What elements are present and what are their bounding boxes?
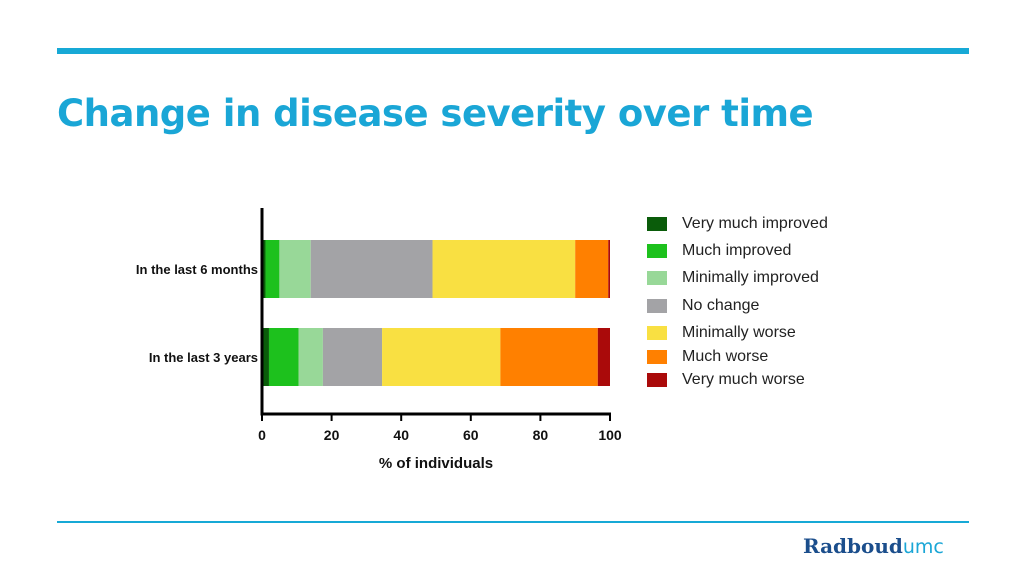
- y-category-label: In the last 3 years: [149, 350, 258, 365]
- bar-segment-2-6: [500, 328, 598, 386]
- x-tick-label: 60: [463, 427, 479, 443]
- bar-segment-2-1: [262, 328, 269, 386]
- bar-segment-1-2: [265, 240, 280, 298]
- legend-swatch: [647, 326, 667, 340]
- legend-label: Much worse: [682, 348, 769, 365]
- legend-item: Minimally worse: [647, 323, 796, 343]
- bar-segment-1-3: [279, 240, 311, 298]
- bar-segment-1-4: [310, 240, 433, 298]
- legend-label: Much improved: [682, 242, 792, 259]
- legend-label: Very much improved: [682, 215, 828, 232]
- slide-title: Change in disease severity over time: [57, 92, 814, 135]
- x-tick-label: 100: [598, 427, 622, 443]
- legend-swatch: [647, 271, 667, 285]
- legend-item: Very much improved: [647, 214, 828, 234]
- bar-segment-2-3: [298, 328, 323, 386]
- bar-segment-2-7: [597, 328, 610, 386]
- legend-item: Minimally improved: [647, 268, 819, 288]
- y-category-label: In the last 6 months: [136, 262, 258, 277]
- legend-item: Much improved: [647, 241, 791, 261]
- bar-segment-2-2: [268, 328, 299, 386]
- bar-segment-2-5: [382, 328, 501, 386]
- radboudumc-logo: Radboudumc: [803, 534, 944, 558]
- legend-item: Much worse: [647, 347, 768, 367]
- legend-item: No change: [647, 296, 759, 316]
- bottom-accent-rule: [57, 521, 969, 523]
- legend-swatch: [647, 217, 667, 231]
- legend-label: Minimally improved: [682, 269, 819, 286]
- top-accent-rule: [57, 48, 969, 54]
- bar-segment-1-1: [262, 240, 266, 298]
- legend-swatch: [647, 299, 667, 313]
- legend-label: Very much worse: [682, 371, 805, 388]
- legend-label: Minimally worse: [682, 324, 796, 341]
- bar-segment-1-5: [432, 240, 576, 298]
- legend-label: No change: [682, 297, 760, 314]
- x-axis-title: % of individuals: [379, 455, 493, 472]
- legend-swatch: [647, 350, 667, 364]
- legend-swatch: [647, 373, 667, 387]
- legend-swatch: [647, 244, 667, 258]
- x-tick-label: 80: [533, 427, 549, 443]
- bar-segment-1-7: [608, 240, 610, 298]
- legend-item: Very much worse: [647, 370, 805, 390]
- bar-segment-2-4: [322, 328, 383, 386]
- x-tick-label: 0: [258, 427, 266, 443]
- bar-segment-1-6: [575, 240, 609, 298]
- x-tick-label: 20: [324, 427, 340, 443]
- x-tick-label: 40: [393, 427, 409, 443]
